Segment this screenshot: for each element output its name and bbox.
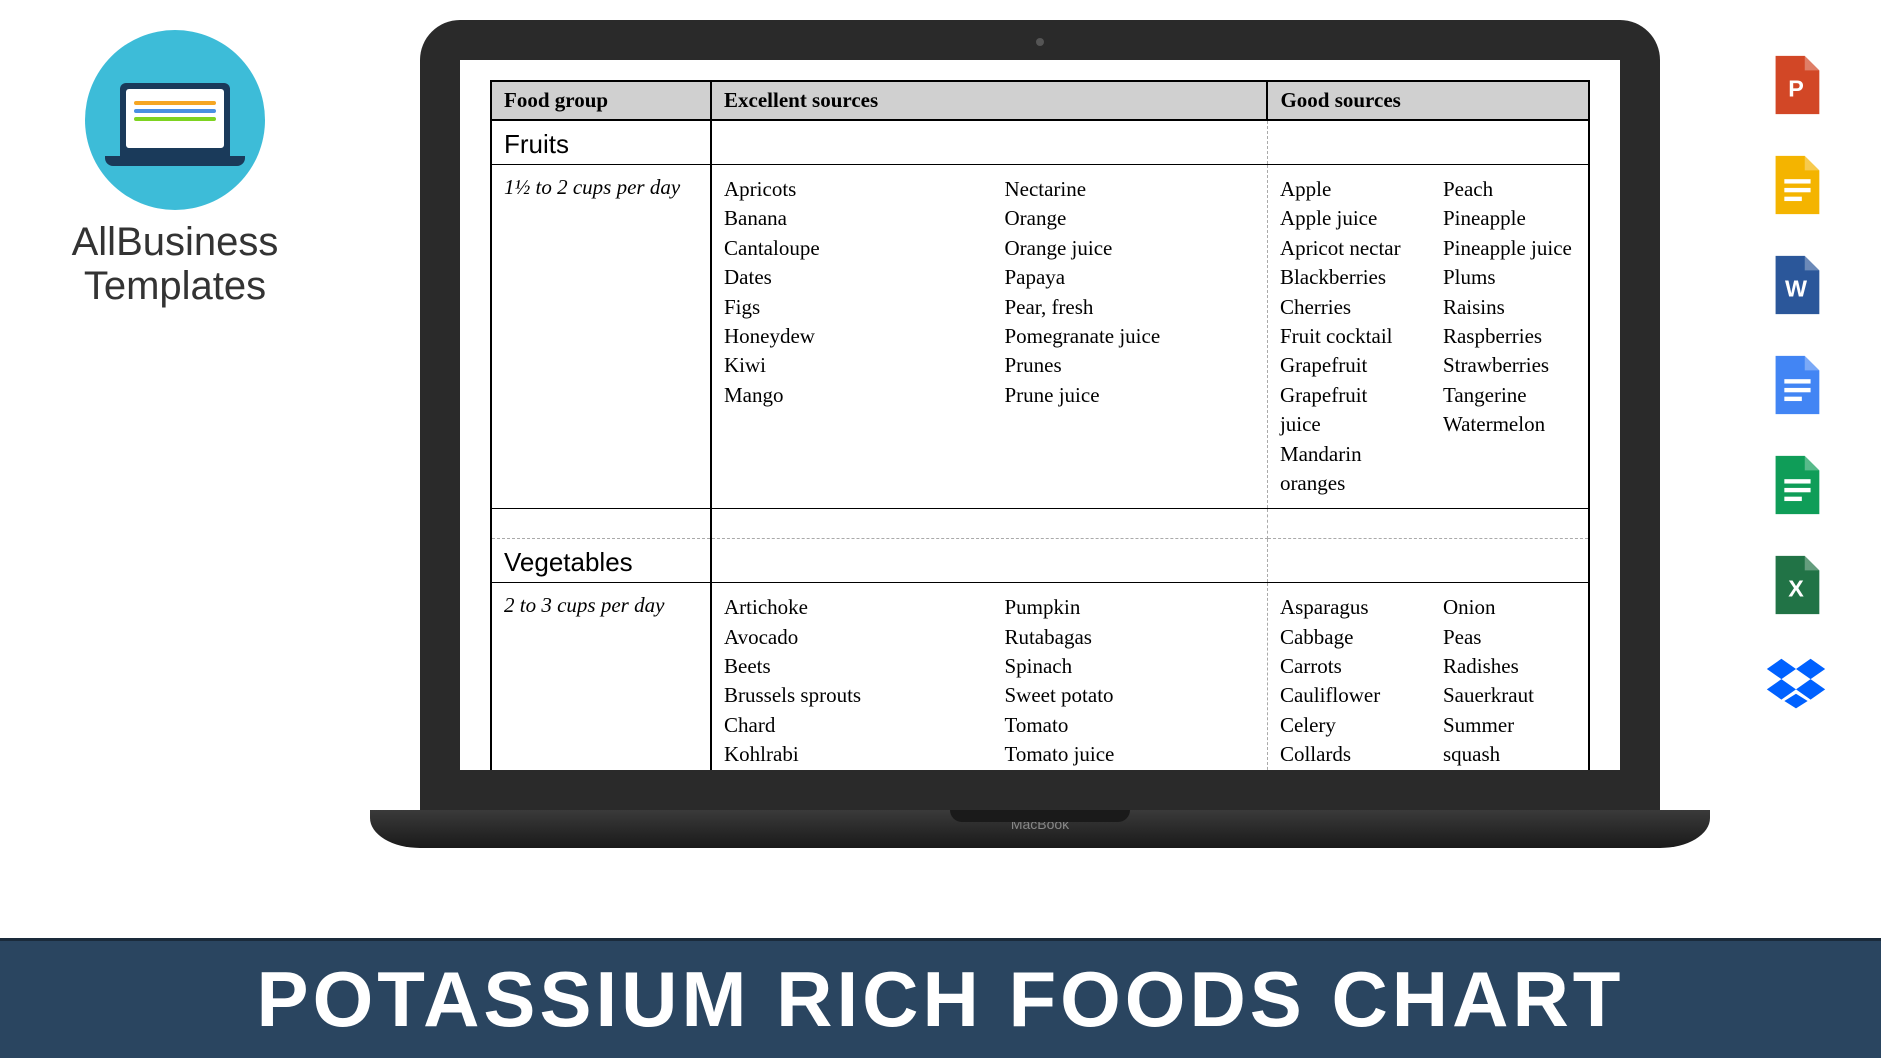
food-item: Pineapple juice bbox=[1443, 234, 1576, 263]
food-item: Watermelon bbox=[1443, 410, 1576, 439]
food-item: Fruit cocktail bbox=[1280, 322, 1413, 351]
food-item: Grapefruit juice bbox=[1280, 381, 1413, 440]
food-item: Cherries bbox=[1280, 293, 1413, 322]
food-item: Cauliflower bbox=[1280, 681, 1413, 710]
food-item: Plums bbox=[1443, 263, 1576, 292]
food-item: Apple bbox=[1280, 175, 1413, 204]
food-item: Pineapple bbox=[1443, 204, 1576, 233]
group-name: Fruits bbox=[491, 120, 711, 165]
food-item: Papaya bbox=[1004, 263, 1254, 292]
food-item: Honeydew bbox=[724, 322, 974, 351]
group-row: Fruits bbox=[491, 120, 1589, 165]
food-item: Pumpkin bbox=[1004, 593, 1254, 622]
svg-text:W: W bbox=[1785, 276, 1807, 302]
food-item: Peas bbox=[1443, 623, 1576, 652]
food-item: Blackberries bbox=[1280, 263, 1413, 292]
food-item: Prune juice bbox=[1004, 381, 1254, 410]
logo-text: AllBusiness Templates bbox=[40, 220, 310, 308]
food-item: Spinach bbox=[1004, 652, 1254, 681]
serving-cell: 1½ to 2 cups per day bbox=[491, 165, 711, 509]
food-item: Grapefruit bbox=[1280, 351, 1413, 380]
excellent-cell: ApricotsBananaCantaloupeDatesFigsHoneyde… bbox=[711, 165, 1267, 509]
food-item: Artichoke bbox=[724, 593, 974, 622]
good-cell: AppleApple juiceApricot nectarBlackberri… bbox=[1267, 165, 1589, 509]
group-row: Vegetables bbox=[491, 539, 1589, 583]
food-item: Onion bbox=[1443, 593, 1576, 622]
data-row: 2 to 3 cups per dayArtichokeAvocadoBeets… bbox=[491, 583, 1589, 770]
title-bar: POTASSIUM RICH FOODS CHART bbox=[0, 938, 1881, 1058]
table-header-row: Food group Excellent sources Good source… bbox=[491, 81, 1589, 120]
food-item: Asparagus bbox=[1280, 593, 1413, 622]
food-item: Chard bbox=[724, 711, 974, 740]
food-item: Kohlrabi bbox=[724, 740, 974, 769]
food-item: Nectarine bbox=[1004, 175, 1254, 204]
food-item: Figs bbox=[724, 293, 974, 322]
svg-text:X: X bbox=[1788, 576, 1804, 602]
food-item: Celery bbox=[1280, 711, 1413, 740]
food-item: Pomegranate juice bbox=[1004, 322, 1254, 351]
food-item: Sauerkraut bbox=[1443, 681, 1576, 710]
word-icon[interactable]: W bbox=[1761, 250, 1831, 320]
logo-circle bbox=[85, 30, 265, 210]
food-item: Banana bbox=[724, 204, 974, 233]
food-item: Rutabagas bbox=[1004, 623, 1254, 652]
food-item: Cantaloupe bbox=[724, 234, 974, 263]
dropbox-icon[interactable] bbox=[1761, 650, 1831, 720]
food-item: Orange juice bbox=[1004, 234, 1254, 263]
food-item: Raisins bbox=[1443, 293, 1576, 322]
spacer-row bbox=[491, 509, 1589, 539]
sheets-icon[interactable] bbox=[1761, 450, 1831, 520]
header-excellent: Excellent sources bbox=[711, 81, 1267, 120]
food-item: Kiwi bbox=[724, 351, 974, 380]
food-item: Sweet potato bbox=[1004, 681, 1254, 710]
food-item: Brussels sprouts bbox=[724, 681, 974, 710]
logo-laptop-icon bbox=[120, 83, 230, 158]
food-item: Collards bbox=[1280, 740, 1413, 769]
food-item: Tangerine bbox=[1443, 381, 1576, 410]
food-item: Mango bbox=[724, 381, 974, 410]
food-item: Apricots bbox=[724, 175, 974, 204]
svg-text:P: P bbox=[1788, 76, 1804, 102]
excel-icon[interactable]: X bbox=[1761, 550, 1831, 620]
camera-icon bbox=[1036, 38, 1044, 46]
data-row: 1½ to 2 cups per dayApricotsBananaCantal… bbox=[491, 165, 1589, 509]
food-item: Carrots bbox=[1280, 652, 1413, 681]
document-screen: Food group Excellent sources Good source… bbox=[460, 60, 1620, 770]
food-item: Mandarin oranges bbox=[1280, 440, 1413, 499]
header-good: Good sources bbox=[1267, 81, 1589, 120]
powerpoint-icon[interactable]: P bbox=[1761, 50, 1831, 120]
logo-area: AllBusiness Templates bbox=[40, 30, 310, 308]
docs-icon[interactable] bbox=[1761, 350, 1831, 420]
food-item: Summer squash bbox=[1443, 711, 1576, 770]
food-table: Food group Excellent sources Good source… bbox=[490, 80, 1590, 770]
food-item: Dates bbox=[724, 263, 974, 292]
slides-icon[interactable] bbox=[1761, 150, 1831, 220]
food-item: Strawberries bbox=[1443, 351, 1576, 380]
food-item: Beets bbox=[724, 652, 974, 681]
food-item: Tomato bbox=[1004, 711, 1254, 740]
food-item: Prunes bbox=[1004, 351, 1254, 380]
food-item: Pear, fresh bbox=[1004, 293, 1254, 322]
excellent-cell: ArtichokeAvocadoBeetsBrussels sproutsCha… bbox=[711, 583, 1267, 770]
food-item: Tomato juice bbox=[1004, 740, 1254, 769]
serving-cell: 2 to 3 cups per day bbox=[491, 583, 711, 770]
food-item: Raspberries bbox=[1443, 322, 1576, 351]
header-food-group: Food group bbox=[491, 81, 711, 120]
food-item: Peach bbox=[1443, 175, 1576, 204]
laptop-mockup: Food group Excellent sources Good source… bbox=[370, 20, 1710, 920]
laptop-base: MacBook bbox=[370, 810, 1710, 848]
file-icons-column: P W X bbox=[1761, 50, 1831, 720]
food-item: Orange bbox=[1004, 204, 1254, 233]
food-item: Cabbage bbox=[1280, 623, 1413, 652]
food-item: Radishes bbox=[1443, 652, 1576, 681]
page-title: POTASSIUM RICH FOODS CHART bbox=[257, 954, 1625, 1045]
food-item: Avocado bbox=[724, 623, 974, 652]
food-item: Apricot nectar bbox=[1280, 234, 1413, 263]
food-item: Apple juice bbox=[1280, 204, 1413, 233]
group-name: Vegetables bbox=[491, 539, 711, 583]
good-cell: AsparagusCabbageCarrotsCauliflowerCelery… bbox=[1267, 583, 1589, 770]
